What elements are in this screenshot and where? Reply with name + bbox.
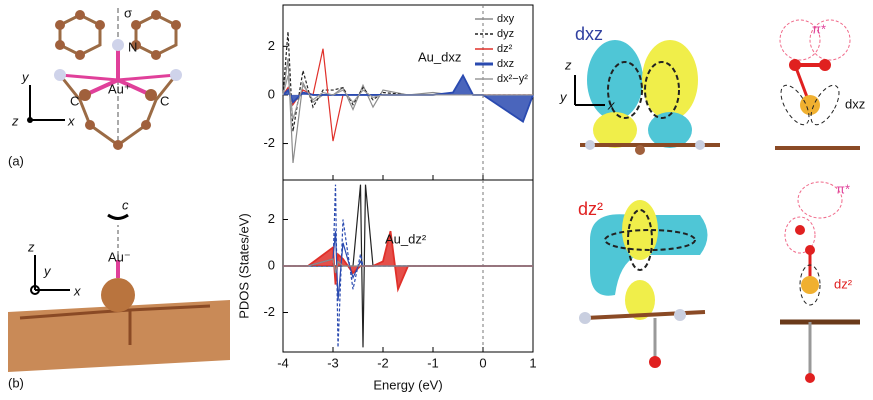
label: σ [124,5,132,20]
panel-tag: (b) [8,375,24,390]
series-line [282,31,533,132]
axis-label: c [122,197,129,212]
y-tick-label: 0 [268,257,275,272]
label: Au⁻ [108,249,131,264]
label: Au⁺ [108,81,131,96]
label: π* [812,21,826,36]
orbital-title: dz² [578,199,603,219]
label: N [128,39,137,54]
orbital-illustrations [574,19,860,383]
axis-label: z [27,239,35,254]
label: dxz [845,96,865,111]
label: C [70,93,79,108]
x-tick-label: 1 [529,355,536,370]
axis-label: y [559,89,568,104]
orbital-title: dxz [575,24,603,44]
legend-label: dxz [497,58,514,70]
y-tick-label: 2 [268,38,275,53]
annotation: Au_dxz [418,49,461,64]
plot-frame [282,4,534,181]
panel-b-structure [8,213,230,372]
x-axis-label: Energy (eV) [373,377,442,392]
y-tick-label: 2 [268,211,275,226]
legend-label: dx²−y² [497,73,528,85]
axis-label: z [11,113,19,128]
area [283,75,533,122]
axis-label: x [67,113,75,128]
axis-label: y [21,69,30,84]
label: dz² [834,276,853,291]
axis-label: x [73,283,81,298]
axis-label: y [43,263,52,278]
x-tick-label: 0 [479,355,486,370]
series-line [282,75,533,120]
annotation: Au_dz² [385,231,427,246]
axis-label: x [607,97,615,112]
x-tick-label: -2 [377,355,389,370]
x-tick-label: -4 [277,355,289,370]
y-axis-label: PDOS (States/eV) [236,213,251,318]
label: C [160,93,169,108]
legend-label: dyz [497,28,514,40]
label: π* [836,181,850,196]
x-tick-label: -3 [327,355,339,370]
y-tick-label: 0 [268,86,275,101]
axis-label: z [564,57,572,72]
legend-label: dz² [497,43,513,55]
panel-a-structure [27,8,182,150]
legend-label: dxy [497,13,515,25]
series-line [282,58,533,164]
series-line [282,73,534,124]
x-tick-label: -1 [427,355,439,370]
y-tick-label: -2 [263,135,275,150]
panel-tag: (a) [8,153,24,168]
y-tick-label: -2 [263,304,275,319]
series-line [283,258,533,274]
